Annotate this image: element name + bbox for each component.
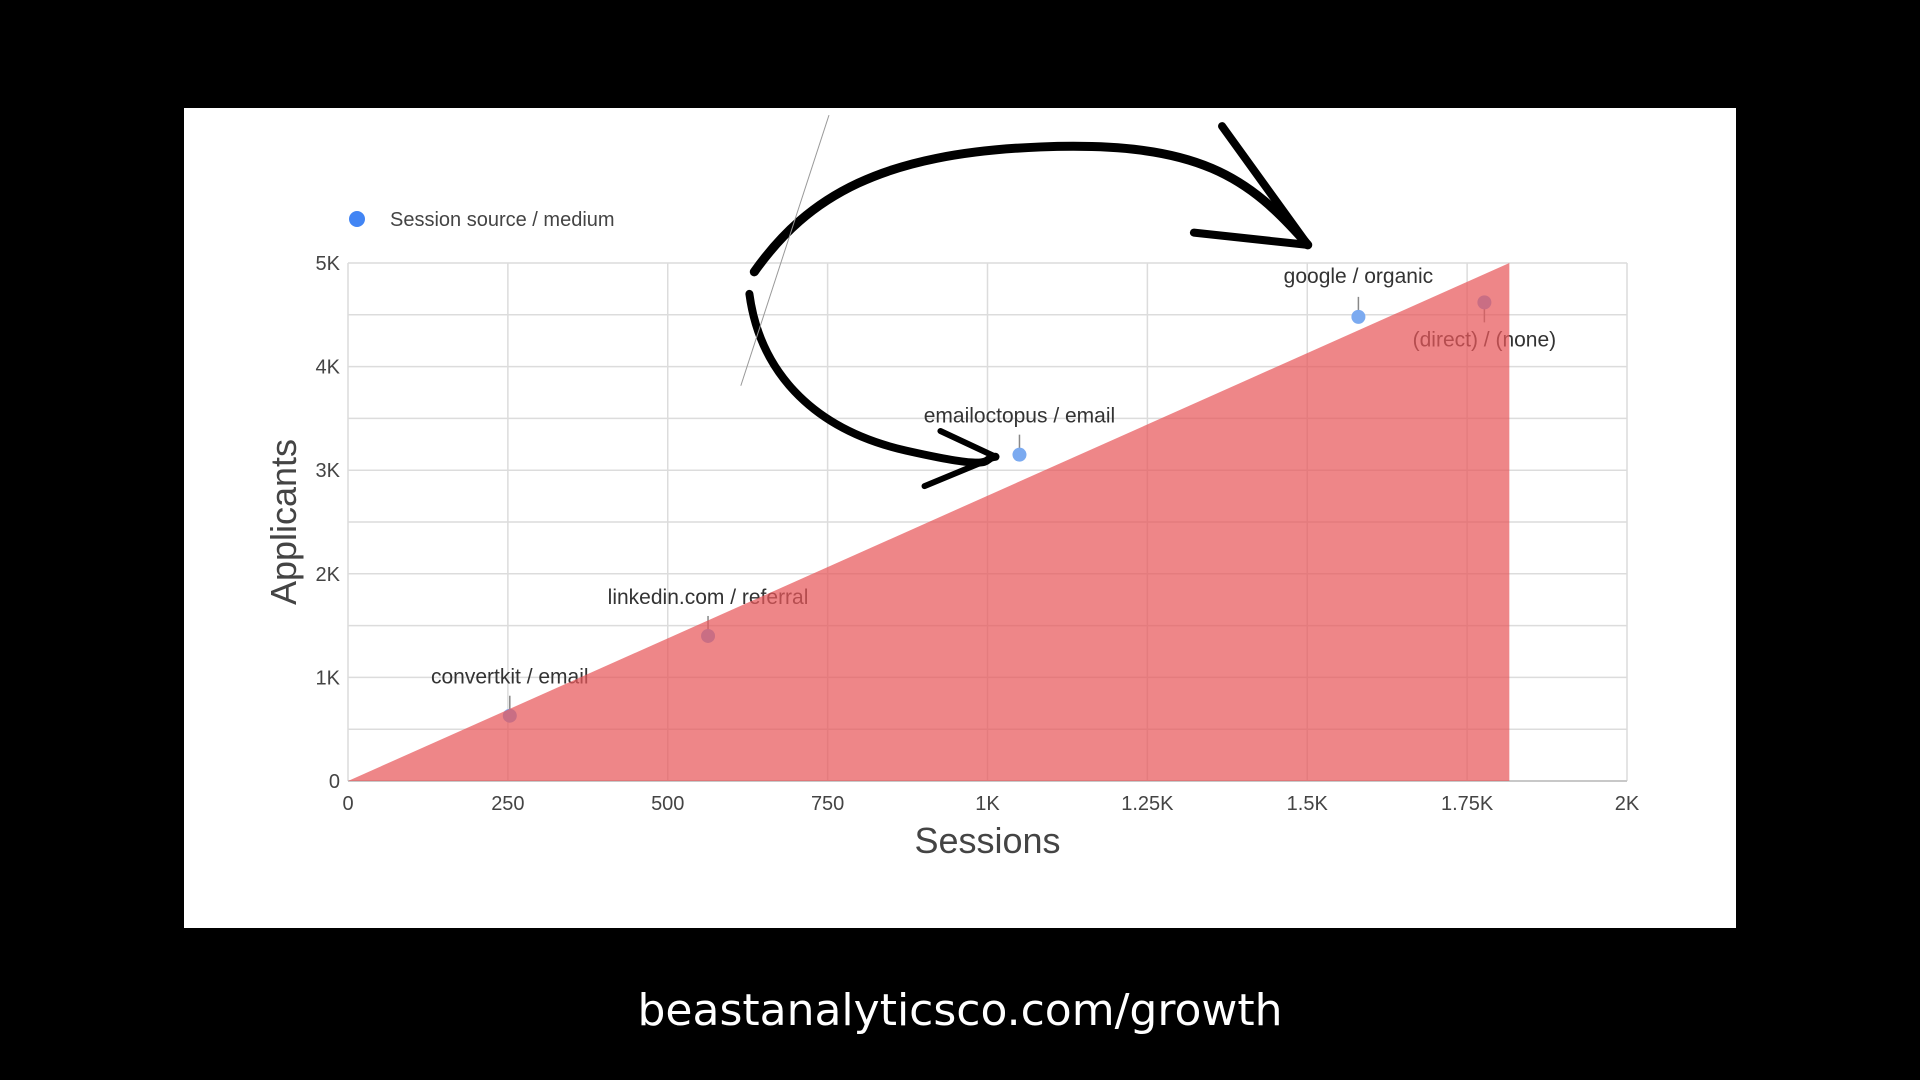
- x-tick-label: 0: [342, 793, 353, 815]
- x-tick-label: 2K: [1615, 793, 1640, 815]
- data-point: [1012, 447, 1027, 462]
- y-tick-label: 4K: [316, 357, 341, 379]
- data-point-label: google / organic: [1284, 265, 1433, 288]
- footer-url: beastanalyticsco.com/growth: [637, 985, 1283, 1036]
- curved-arrow-top: [749, 141, 1313, 277]
- legend-marker: [349, 211, 365, 227]
- data-point: [1351, 309, 1366, 324]
- x-axis-title: Sessions: [914, 820, 1060, 861]
- y-tick-label: 5K: [316, 253, 341, 275]
- x-tick-label: 1.25K: [1121, 793, 1174, 815]
- scatter-chart: 0 250 500 750 1K 1.25K 1.5K 1.75K 2K 0 1K 2K 3K 4K 5K S…: [263, 114, 1640, 861]
- y-tick-label: 2K: [316, 564, 341, 586]
- x-tick-label: 500: [651, 793, 684, 815]
- x-tick-label: 250: [491, 793, 524, 815]
- data-point-label: emailoctopus / email: [924, 405, 1115, 428]
- x-tick-label: 1K: [975, 793, 1000, 815]
- y-axis-title: Applicants: [263, 439, 304, 605]
- chart-panel: 0 250 500 750 1K 1.25K 1.5K 1.75K 2K 0 1K 2K 3K 4K 5K S…: [184, 108, 1736, 928]
- arrowhead-top-icon: [1189, 122, 1312, 249]
- y-tick-label: 0: [329, 771, 340, 793]
- pen-stray-line: [740, 114, 830, 386]
- y-tick-label: 3K: [316, 460, 341, 482]
- arrowhead-bottom-icon: [921, 428, 999, 490]
- data-point-label: convertkit / email: [431, 666, 589, 689]
- x-tick-label: 1.5K: [1287, 793, 1329, 815]
- y-tick-label: 1K: [316, 667, 341, 689]
- x-tick-label: 750: [811, 793, 844, 815]
- x-tick-label: 1.75K: [1441, 793, 1494, 815]
- legend-label: Session source / medium: [390, 209, 615, 231]
- overlay-area: [348, 263, 1510, 781]
